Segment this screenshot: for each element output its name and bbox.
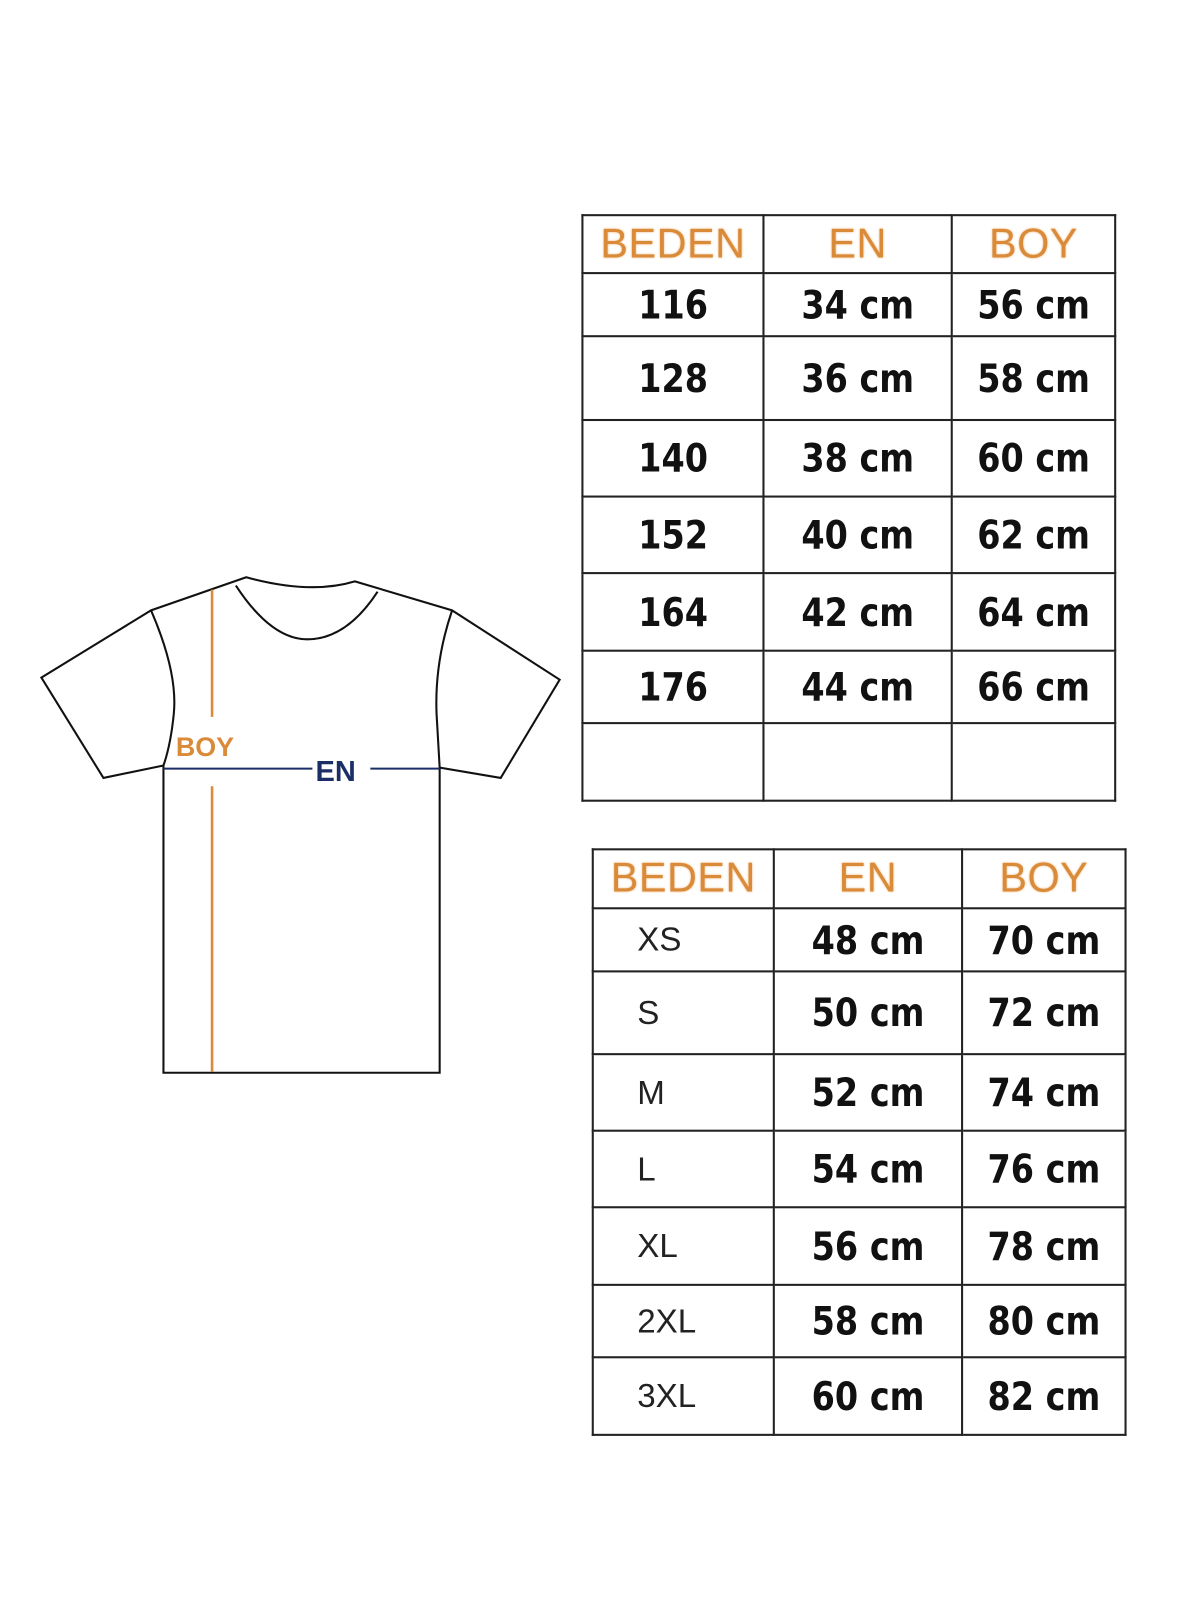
- header-beden: BEDEN: [591, 848, 775, 910]
- en-cell: 58 cm: [811, 1298, 925, 1344]
- en-cell: 48 cm: [811, 917, 925, 963]
- size-cell: S: [591, 970, 775, 1056]
- size-cell: 116: [638, 281, 708, 328]
- table-header-row: BEDEN EN BOY: [591, 848, 1127, 910]
- table-row: 140 38 cm 60 cm: [581, 418, 1117, 498]
- size-cell: XS: [591, 907, 775, 973]
- kids-size-table: BEDEN EN BOY 116 34 cm 56 cm 128 36 cm 58 cm…: [581, 214, 1117, 802]
- table-row-empty: [581, 722, 1117, 802]
- en-cell: 40 cm: [801, 512, 914, 558]
- en-cell: 36 cm: [801, 355, 914, 401]
- tshirt-outline: [39, 576, 562, 1074]
- size-cell: XL: [591, 1206, 775, 1286]
- en-cell: 34 cm: [801, 281, 914, 328]
- boy-label: BOY: [176, 732, 234, 762]
- size-cell: 152: [638, 512, 708, 558]
- en-cell: 38 cm: [801, 435, 914, 482]
- boy-cell: 80 cm: [987, 1298, 1101, 1344]
- en-cell: 60 cm: [811, 1373, 925, 1419]
- size-cell: 164: [638, 589, 708, 635]
- boy-cell: 60 cm: [977, 435, 1090, 482]
- boy-cell: 62 cm: [977, 512, 1090, 558]
- size-cell: 176: [638, 664, 708, 710]
- header-en: EN: [772, 848, 964, 910]
- size-cell: L: [591, 1129, 775, 1209]
- size-cell: M: [591, 1053, 775, 1132]
- size-cell: 140: [638, 435, 708, 482]
- en-cell: 52 cm: [811, 1069, 925, 1116]
- en-cell: 44 cm: [801, 664, 914, 710]
- table-row: 128 36 cm 58 cm: [581, 335, 1117, 422]
- header-beden: BEDEN: [581, 214, 765, 275]
- size-cell: 128: [638, 355, 708, 401]
- table-row: XS 48 cm 70 cm: [591, 907, 1127, 973]
- en-cell: 42 cm: [801, 589, 914, 635]
- table-row: 3XL 60 cm 82 cm: [591, 1356, 1127, 1436]
- boy-cell: 72 cm: [987, 990, 1101, 1036]
- size-cell: 3XL: [591, 1356, 775, 1436]
- table-row: S 50 cm 72 cm: [591, 970, 1127, 1056]
- table-row: L 54 cm 76 cm: [591, 1129, 1127, 1209]
- en-cell: 56 cm: [811, 1223, 925, 1269]
- boy-cell: 56 cm: [977, 281, 1090, 328]
- table-row: 152 40 cm 62 cm: [581, 495, 1117, 575]
- en-cell: 50 cm: [811, 990, 925, 1036]
- en-cell: 54 cm: [811, 1146, 925, 1192]
- header-en: EN: [762, 214, 953, 275]
- size-cell: 2XL: [591, 1283, 775, 1359]
- boy-cell: 82 cm: [987, 1373, 1101, 1419]
- boy-cell: 66 cm: [977, 664, 1090, 710]
- boy-cell: 76 cm: [987, 1146, 1101, 1192]
- table-row: 176 44 cm 66 cm: [581, 649, 1117, 725]
- table-row: XL 56 cm 78 cm: [591, 1206, 1127, 1286]
- en-label: EN: [316, 756, 356, 788]
- boy-cell: 70 cm: [987, 917, 1101, 963]
- table-row: 116 34 cm 56 cm: [581, 272, 1117, 338]
- table-row: 2XL 58 cm 80 cm: [591, 1283, 1127, 1359]
- table-header-row: BEDEN EN BOY: [581, 214, 1117, 275]
- boy-cell: 78 cm: [987, 1223, 1101, 1269]
- boy-cell: 58 cm: [977, 355, 1090, 401]
- header-boy: BOY: [950, 214, 1117, 275]
- boy-cell: 74 cm: [987, 1069, 1101, 1116]
- table-row: M 52 cm 74 cm: [591, 1053, 1127, 1132]
- boy-cell: 64 cm: [977, 589, 1090, 635]
- header-boy: BOY: [961, 848, 1127, 910]
- table-row: 164 42 cm 64 cm: [581, 572, 1117, 652]
